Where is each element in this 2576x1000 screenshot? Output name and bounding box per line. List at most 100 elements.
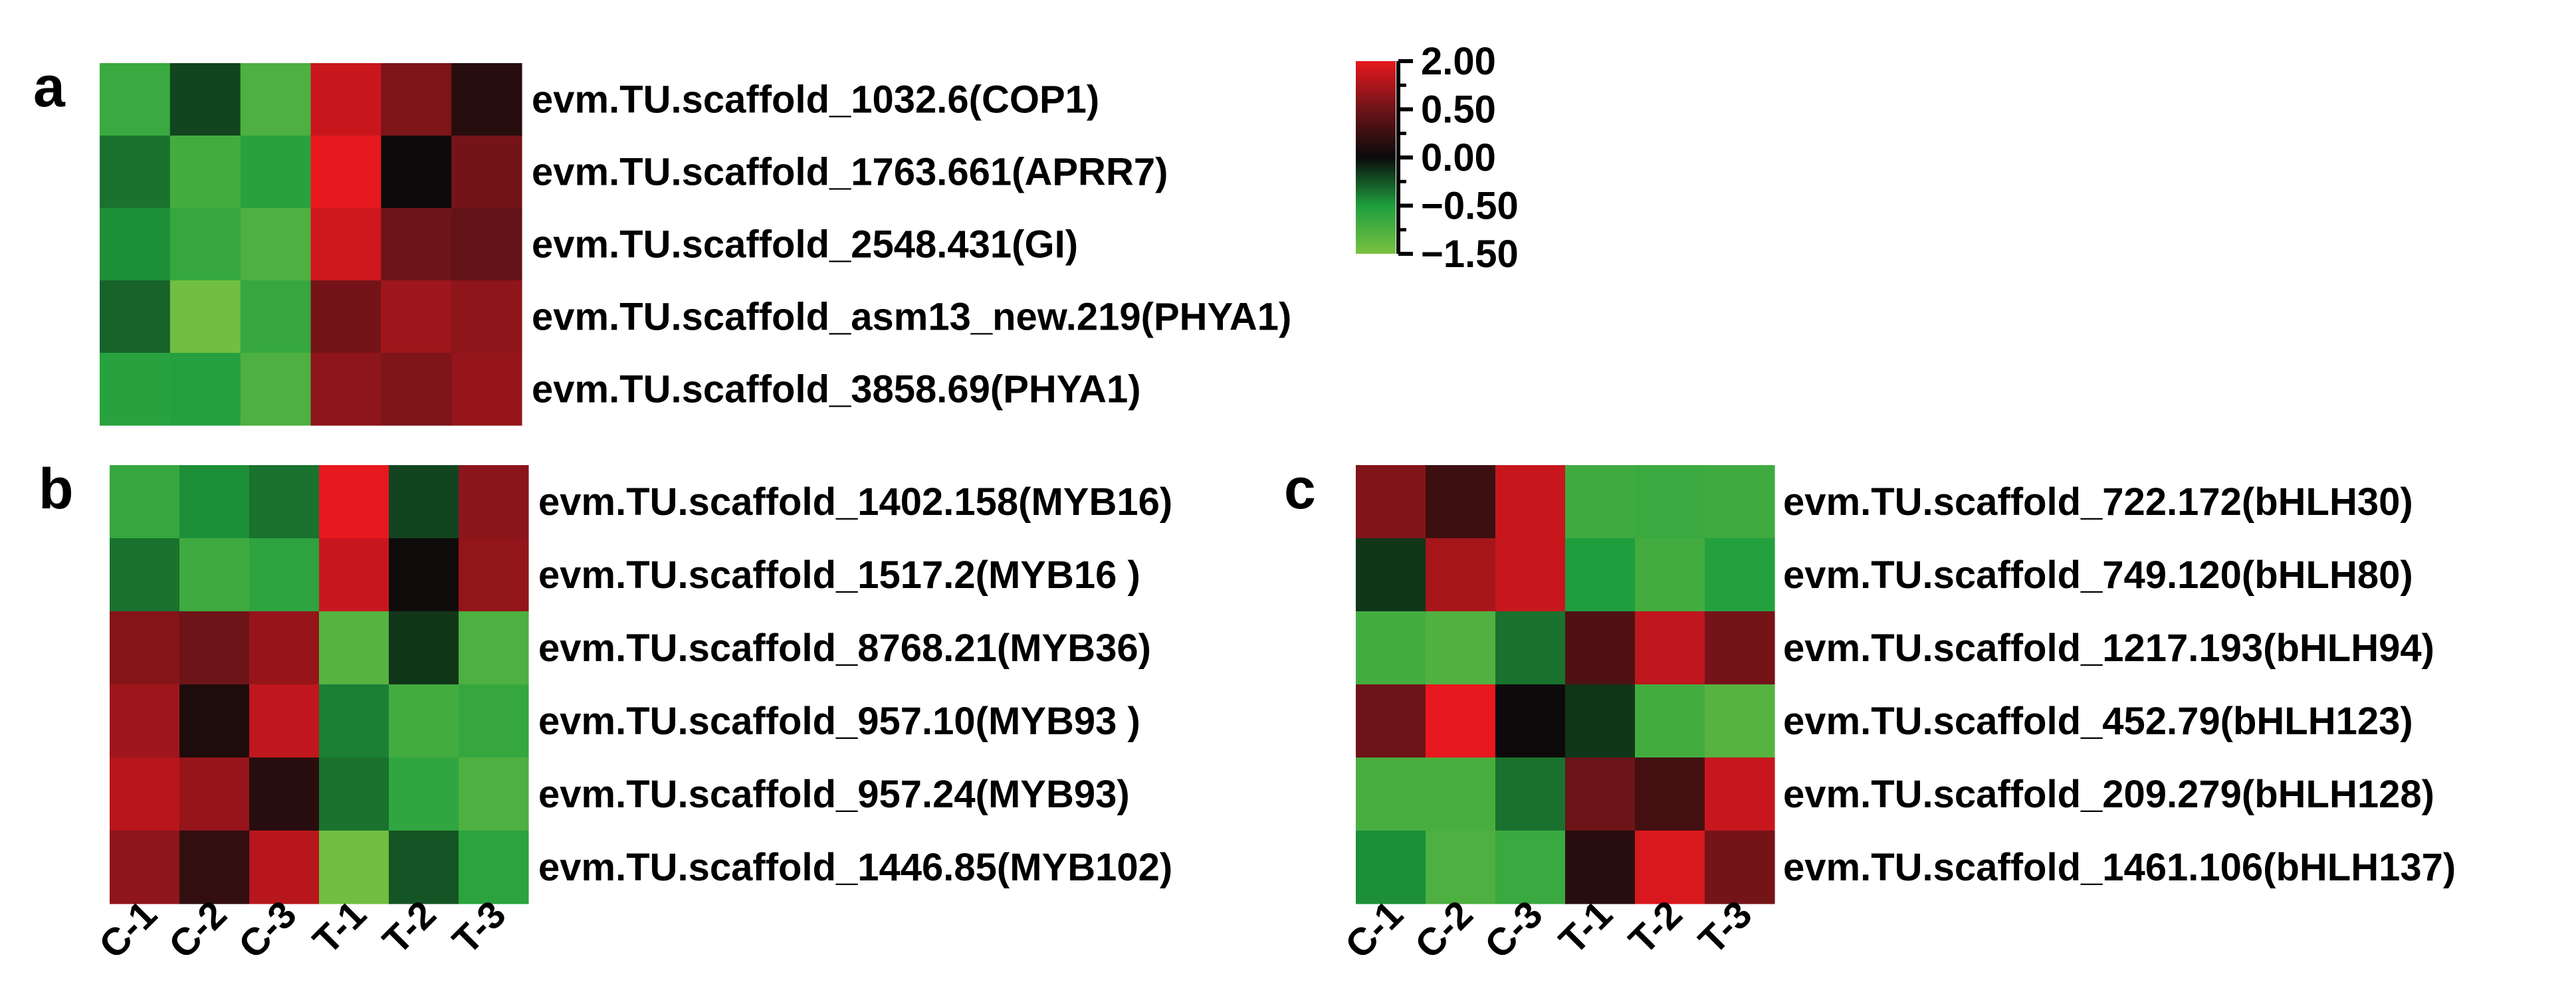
heatmap-cell xyxy=(319,465,389,539)
heatmap-cell xyxy=(459,611,529,685)
heatmap-cell xyxy=(1565,757,1636,831)
heatmap-cell xyxy=(1705,465,1775,539)
heatmap-cell xyxy=(1705,684,1775,758)
heatmap-cell xyxy=(389,684,459,758)
heatmap-cell xyxy=(319,684,389,758)
color-bar-label: −1.50 xyxy=(1421,233,1519,276)
heatmap-cell xyxy=(1356,684,1426,758)
heatmap-cell xyxy=(1705,538,1775,612)
heatmap-cell xyxy=(240,280,312,353)
heatmap-cell xyxy=(169,280,241,353)
heatmap-cell xyxy=(1495,538,1566,612)
heatmap-cell xyxy=(389,757,459,831)
heatmap-cell xyxy=(1356,831,1426,904)
heatmap-cell xyxy=(100,136,171,209)
heatmap-cell xyxy=(1426,757,1496,831)
heatmap-cell xyxy=(310,353,381,426)
heatmap-cell xyxy=(1426,684,1496,758)
heatmap-cell xyxy=(459,831,529,904)
heatmap-cell xyxy=(1635,538,1705,612)
heatmap-cell xyxy=(1356,611,1426,685)
heatmap-cell xyxy=(169,208,241,281)
heatmap-cell xyxy=(1565,611,1636,685)
heatmap-cell xyxy=(381,136,452,209)
panel-label: c xyxy=(1284,457,1316,521)
heatmap-cell xyxy=(451,353,522,426)
heatmap-cell xyxy=(1426,465,1496,539)
heatmap-cell xyxy=(1635,465,1705,539)
heatmap-cell xyxy=(1705,611,1775,685)
heatmap-cell xyxy=(310,63,381,136)
heatmap-cell xyxy=(451,208,522,281)
heatmap-cell xyxy=(319,757,389,831)
heatmap-cell xyxy=(389,611,459,685)
heatmap-cell xyxy=(249,757,320,831)
heatmap-cell xyxy=(169,136,241,209)
heatmap-cell xyxy=(381,208,452,281)
heatmap-cell xyxy=(459,538,529,612)
heatmap-cell xyxy=(179,684,250,758)
heatmap-cell xyxy=(381,280,452,353)
heatmap-cell xyxy=(1565,538,1636,612)
heatmap-cell xyxy=(451,63,522,136)
heatmap-cell xyxy=(240,353,312,426)
heatmap-cell xyxy=(1495,684,1566,758)
heatmap-cell xyxy=(1356,538,1426,612)
heatmap-cell xyxy=(1495,611,1566,685)
heatmap-cell xyxy=(1705,757,1775,831)
heatmap-cell xyxy=(240,63,312,136)
heatmap-cell xyxy=(389,538,459,612)
heatmap-cell xyxy=(179,831,250,904)
heatmap-cell xyxy=(459,757,529,831)
panel-label: b xyxy=(39,457,74,521)
heatmap-cell xyxy=(451,136,522,209)
row-label: evm.TU.scaffold_1517.2(MYB16 ) xyxy=(538,553,1140,597)
row-label: evm.TU.scaffold_1763.661(APRR7) xyxy=(532,151,1168,194)
heatmap-cell xyxy=(100,353,171,426)
heatmap-cell xyxy=(179,757,250,831)
heatmap-cell xyxy=(179,465,250,539)
row-label: evm.TU.scaffold_749.120(bHLH80) xyxy=(1783,553,2413,597)
heatmap-cell xyxy=(1565,831,1636,904)
heatmap-cell xyxy=(249,684,320,758)
heatmap-cell xyxy=(1635,684,1705,758)
panel-b: b evm.TU.scaffold_1402.158(MYB16) evm.TU.s… xyxy=(39,457,1172,967)
heatmap-cell xyxy=(100,208,171,281)
row-label: evm.TU.scaffold_8768.21(MYB36) xyxy=(538,627,1151,670)
heatmap-cell xyxy=(110,465,180,539)
color-bar xyxy=(1356,61,1396,254)
heatmap-cell xyxy=(1426,611,1496,685)
color-bar-label: −0.50 xyxy=(1421,185,1519,228)
row-label: evm.TU.scaffold_asm13_new.219(PHYA1) xyxy=(532,296,1291,339)
row-label: evm.TU.scaffold_1461.106(bHLH137) xyxy=(1783,846,2456,889)
heatmap-cell xyxy=(1495,465,1566,539)
heatmap-cell xyxy=(459,465,529,539)
heatmap-cell xyxy=(310,208,381,281)
heatmap-cell xyxy=(1426,538,1496,612)
heatmap-cell xyxy=(1426,831,1496,904)
color-bar-label: 0.50 xyxy=(1421,88,1496,132)
heatmap-cell xyxy=(1635,757,1705,831)
heatmap-cell xyxy=(459,684,529,758)
row-label: evm.TU.scaffold_722.172(bHLH30) xyxy=(1783,480,2413,524)
heatmap-cell xyxy=(389,831,459,904)
color-scale-legend: 2.00 0.500.00 −0.50 −1.50 xyxy=(1356,40,1519,276)
heatmap-cell xyxy=(381,353,452,426)
heatmap-cell xyxy=(110,831,180,904)
row-label: evm.TU.scaffold_957.10(MYB93 ) xyxy=(538,700,1140,743)
heatmap-cell xyxy=(389,465,459,539)
heatmap-cell xyxy=(240,208,312,281)
row-label: evm.TU.scaffold_209.279(bHLH128) xyxy=(1783,773,2434,816)
heatmap-cell xyxy=(1495,757,1566,831)
panel-c: c evm.TU.scaffold_722.172(bHLH30) evm.TU.s… xyxy=(1284,457,2456,967)
heatmap-cell xyxy=(249,538,320,612)
heatmap-cell xyxy=(319,611,389,685)
heatmap-cell xyxy=(100,63,171,136)
heatmap-cell xyxy=(100,280,171,353)
heatmap-cell xyxy=(110,757,180,831)
row-label: evm.TU.scaffold_1217.193(bHLH94) xyxy=(1783,627,2434,670)
heatmap-cell xyxy=(381,63,452,136)
row-label: evm.TU.scaffold_957.24(MYB93) xyxy=(538,773,1130,816)
heatmap-cell xyxy=(1635,611,1705,685)
